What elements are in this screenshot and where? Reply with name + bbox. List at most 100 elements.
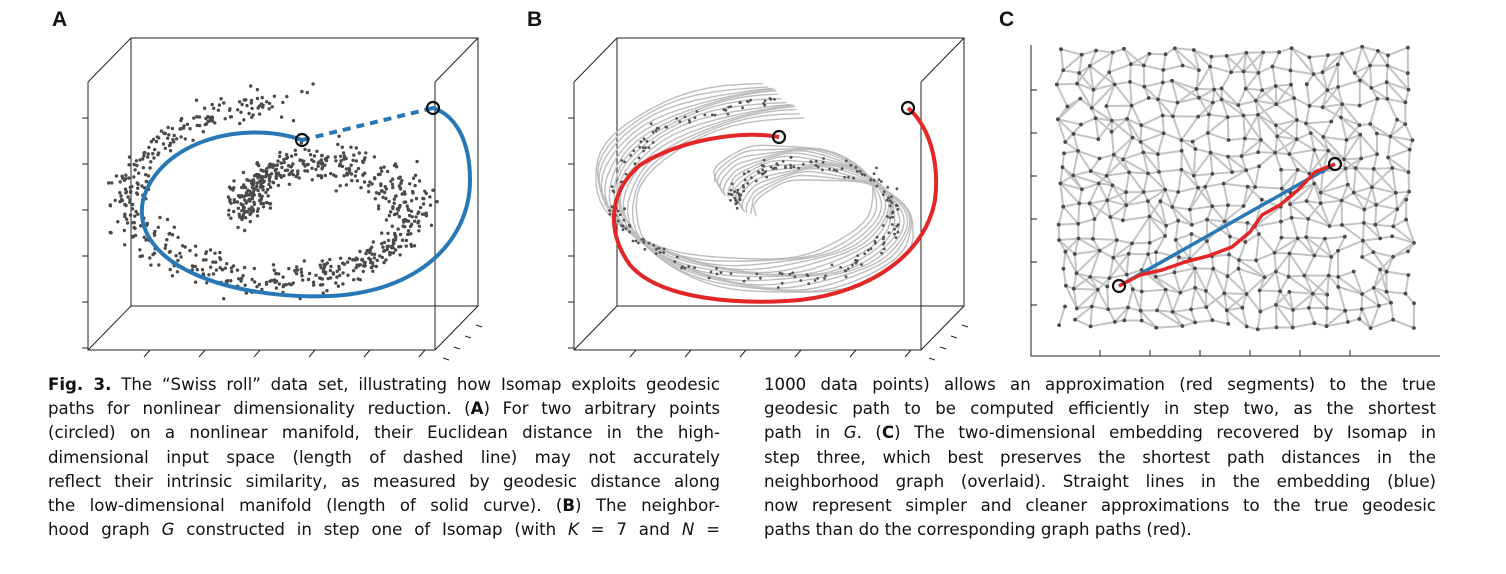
data-point <box>1274 302 1278 307</box>
data-point <box>419 205 423 210</box>
data-point <box>1193 147 1198 151</box>
data-point <box>274 176 278 180</box>
data-point <box>1407 189 1411 194</box>
data-point <box>260 95 264 100</box>
data-point <box>688 121 692 124</box>
data-point <box>1191 48 1196 52</box>
graph-edge <box>1404 123 1414 141</box>
data-point <box>294 174 298 179</box>
data-point <box>675 117 678 120</box>
tick <box>308 349 316 358</box>
data-point <box>255 209 260 213</box>
graph-edge <box>1326 321 1349 328</box>
data-point <box>257 112 262 116</box>
graph-edge <box>1289 148 1315 156</box>
graph-edge <box>1147 242 1151 255</box>
data-point <box>149 140 153 144</box>
graph-edge <box>1258 270 1277 292</box>
data-point <box>281 284 285 289</box>
data-point <box>275 163 280 167</box>
graph-edge <box>1094 117 1113 133</box>
graph-edge <box>1064 237 1080 253</box>
data-point <box>195 267 199 272</box>
data-point <box>384 196 388 201</box>
data-point <box>358 278 362 282</box>
panel-label-b: B <box>527 8 543 31</box>
data-point <box>1210 204 1215 209</box>
data-point <box>393 248 398 252</box>
graph-edge <box>1395 190 1410 194</box>
graph-edge <box>1227 155 1247 172</box>
graph-edge <box>1140 141 1159 155</box>
graph-edge <box>1242 186 1249 207</box>
data-point <box>693 116 697 120</box>
data-point <box>1256 71 1261 75</box>
graph-edge <box>1321 89 1329 108</box>
data-point <box>888 204 892 208</box>
graph-edge <box>1088 182 1100 204</box>
data-point <box>323 272 328 276</box>
graph-edge <box>1212 268 1226 294</box>
data-point <box>356 166 361 171</box>
graph-edge <box>1230 52 1248 73</box>
data-point <box>132 221 136 225</box>
tick <box>950 335 958 339</box>
graph-edge <box>1089 306 1093 327</box>
data-point <box>242 183 246 187</box>
graph-edge-strand <box>626 108 911 292</box>
data-point <box>1196 185 1200 190</box>
tick <box>939 346 947 350</box>
data-point <box>371 269 375 273</box>
data-point <box>1304 235 1309 240</box>
data-point <box>1172 270 1177 275</box>
caption-text: constructed in step one of Isomap (with <box>174 520 568 540</box>
data-point <box>260 287 264 292</box>
graph-edge <box>1327 256 1333 276</box>
graph-edge <box>1127 306 1141 312</box>
graph-edge <box>1164 189 1174 208</box>
graph-edge <box>1314 322 1327 328</box>
data-point <box>341 151 346 155</box>
graph-edge <box>1296 237 1316 257</box>
data-point <box>1107 70 1112 75</box>
graph-edge <box>1229 235 1246 243</box>
data-point <box>373 177 377 181</box>
data-point <box>229 266 234 270</box>
graph-edge <box>1174 220 1180 240</box>
data-point <box>781 160 785 163</box>
data-point <box>344 183 349 187</box>
data-point <box>1224 308 1229 313</box>
graph-edge <box>1142 173 1149 193</box>
data-point <box>1351 190 1356 195</box>
symbol-g: G <box>843 423 857 443</box>
data-point <box>315 149 319 153</box>
graph-edge <box>1113 136 1134 156</box>
graph-edge <box>1345 308 1362 312</box>
data-point <box>1287 290 1292 294</box>
graph-edge <box>1109 273 1127 280</box>
graph-edge <box>1212 267 1228 278</box>
data-point <box>711 113 714 117</box>
graph-edge <box>1363 222 1381 240</box>
data-point <box>261 188 265 192</box>
data-point <box>617 209 620 213</box>
data-point <box>1244 292 1249 296</box>
graph-edge <box>1062 206 1079 225</box>
data-point <box>148 256 152 260</box>
data-point <box>170 126 175 131</box>
graph-edge <box>1126 200 1149 207</box>
graph-edge <box>1375 223 1394 228</box>
data-point <box>398 175 402 179</box>
data-point <box>251 178 256 182</box>
graph-edge <box>1288 138 1298 155</box>
data-point <box>382 260 386 265</box>
graph-edge <box>1257 114 1278 138</box>
graph-edge <box>1112 242 1133 259</box>
data-point <box>285 152 289 157</box>
graph-edge <box>1089 51 1114 67</box>
data-point <box>856 254 860 257</box>
caption-line: 1000 data points) allows an approximatio… <box>764 373 1436 397</box>
data-point <box>707 276 711 280</box>
graph-edge <box>1144 81 1163 88</box>
data-point <box>301 162 305 166</box>
